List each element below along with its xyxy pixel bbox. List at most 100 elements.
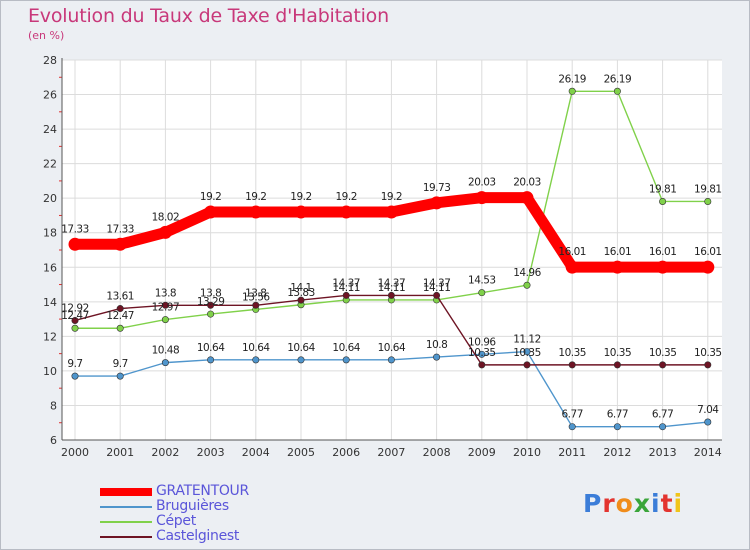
data-label-bruguieres: 6.77 (652, 409, 673, 421)
data-label-castelginest: 10.35 (694, 347, 722, 359)
data-label-castelginest: 10.35 (604, 347, 632, 359)
plot-area (62, 60, 722, 440)
point-castelginest (297, 296, 305, 304)
point-cepet (161, 316, 169, 324)
point-castelginest (568, 361, 576, 369)
data-label-castelginest: 13.8 (200, 287, 221, 299)
point-bruguieres (523, 348, 531, 356)
point-gratentour (204, 205, 218, 219)
x-tick-label: 2014 (694, 446, 722, 459)
data-label-gratentour: 19.2 (245, 191, 266, 203)
data-label-castelginest: 14.1 (290, 282, 311, 294)
data-label-gratentour: 20.03 (468, 177, 496, 189)
data-label-gratentour: 16.01 (649, 246, 677, 258)
logo-letter: i (673, 489, 684, 518)
x-tick-label: 2006 (332, 446, 360, 459)
y-tick-label: 18 (43, 227, 57, 240)
legend-swatch-castelginest (100, 536, 152, 538)
point-castelginest (342, 291, 350, 299)
y-tick-label: 20 (43, 192, 57, 205)
y-tick-label: 28 (43, 54, 57, 67)
point-castelginest (387, 291, 395, 299)
point-gratentour (249, 205, 263, 219)
data-label-cepet: 14.11 (423, 282, 451, 294)
point-cepet (207, 310, 215, 318)
data-label-cepet: 14.11 (378, 282, 406, 294)
point-castelginest (659, 361, 667, 369)
x-tick-label: 2000 (61, 446, 89, 459)
data-label-cepet: 14.53 (468, 275, 496, 287)
point-bruguieres (71, 372, 79, 380)
data-label-bruguieres: 6.77 (562, 409, 583, 421)
x-tick-label: 2012 (603, 446, 631, 459)
point-gratentour (656, 260, 670, 274)
point-bruguieres (568, 423, 576, 431)
logo-letter: r (602, 489, 616, 518)
chart-subtitle: (en %) (28, 29, 65, 42)
data-label-gratentour: 16.01 (694, 246, 722, 258)
point-cepet (478, 289, 486, 297)
point-cepet (704, 197, 712, 205)
data-label-cepet: 13.56 (242, 291, 270, 303)
data-label-cepet: 26.19 (558, 73, 586, 85)
x-tick-label: 2004 (242, 446, 270, 459)
data-label-bruguieres: 11.12 (513, 334, 541, 346)
legend-label-gratentour: GRATENTOUR (156, 483, 249, 499)
data-label-bruguieres: 7.04 (697, 404, 719, 416)
point-gratentour (430, 196, 444, 210)
data-label-bruguieres: 9.7 (113, 358, 128, 370)
legend-label-castelginest: Castelginest (156, 528, 240, 544)
point-cepet (613, 87, 621, 95)
point-gratentour (339, 205, 353, 219)
point-gratentour (701, 260, 715, 274)
data-label-castelginest: 10.35 (468, 347, 496, 359)
data-label-castelginest: 14.37 (378, 277, 406, 289)
data-label-gratentour: 19.73 (423, 182, 451, 194)
logo-letter: o (615, 489, 634, 518)
point-gratentour (520, 191, 534, 205)
point-castelginest (523, 361, 531, 369)
data-label-cepet: 13.83 (287, 287, 315, 299)
x-tick-label: 2002 (151, 446, 179, 459)
data-label-cepet: 19.81 (649, 183, 677, 195)
point-bruguieres (478, 350, 486, 358)
point-gratentour (113, 237, 127, 251)
point-bruguieres (342, 356, 350, 364)
x-tick-label: 2003 (197, 446, 225, 459)
y-tick-label: 8 (50, 399, 57, 412)
data-label-gratentour: 16.01 (604, 246, 632, 258)
logo-letter: t (660, 489, 674, 518)
point-castelginest (207, 301, 215, 309)
point-castelginest (252, 301, 260, 309)
data-label-cepet: 26.19 (604, 73, 632, 85)
point-bruguieres (433, 353, 441, 361)
point-bruguieres (116, 372, 124, 380)
data-label-bruguieres: 10.96 (468, 336, 496, 348)
data-label-gratentour: 19.2 (336, 191, 357, 203)
point-castelginest (433, 291, 441, 299)
logo-letter: i (651, 489, 661, 518)
data-label-gratentour: 20.03 (513, 177, 541, 189)
data-label-castelginest: 14.37 (332, 277, 360, 289)
point-castelginest (116, 305, 124, 313)
point-gratentour (565, 260, 579, 274)
data-label-bruguieres: 9.7 (67, 358, 82, 370)
data-label-castelginest: 10.35 (558, 347, 586, 359)
data-label-gratentour: 18.02 (152, 211, 180, 223)
data-label-bruguieres: 10.64 (197, 342, 225, 354)
data-label-bruguieres: 10.48 (152, 345, 180, 357)
data-label-bruguieres: 10.8 (426, 339, 447, 351)
data-label-cepet: 14.96 (513, 267, 541, 279)
legend-swatch-bruguieres (100, 506, 152, 508)
point-bruguieres (387, 356, 395, 364)
point-gratentour (384, 205, 398, 219)
point-gratentour (68, 237, 82, 251)
data-label-castelginest: 13.61 (106, 291, 134, 303)
y-tick-label: 22 (43, 158, 57, 171)
logo-letter: P (583, 489, 603, 518)
data-label-bruguieres: 10.64 (287, 342, 315, 354)
point-cepet (116, 324, 124, 332)
point-castelginest (71, 316, 79, 324)
legend-swatch-gratentour (100, 488, 152, 496)
